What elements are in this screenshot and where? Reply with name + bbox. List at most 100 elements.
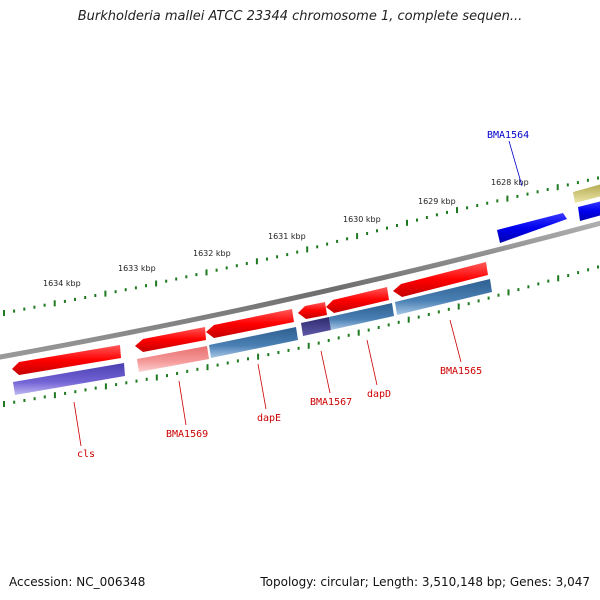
gene-dape[interactable]: [206, 309, 294, 338]
scale-labels: 1628 kbp 1629 kbp 1630 kbp 1631 kbp 1632…: [43, 178, 529, 288]
leader-bma1569: [178, 380, 187, 426]
cds-dapd[interactable]: [329, 303, 394, 330]
outer-ring-minor-tick: [23, 307, 26, 311]
leader-bma1565: [449, 319, 462, 363]
cds-bma1565[interactable]: [395, 279, 492, 315]
cds-bma1569[interactable]: [137, 346, 209, 372]
cds-features: [13, 279, 492, 395]
reverse-genes: [12, 262, 488, 375]
outer-ring-minor-tick: [84, 296, 87, 299]
label-dape[interactable]: dapE: [257, 413, 281, 424]
leader-bma1567: [320, 350, 331, 394]
inner-ring-minor-tick: [367, 328, 370, 332]
inner-ring-minor-tick: [497, 293, 500, 297]
inner-ring-minor-tick: [145, 377, 148, 381]
inner-ring-minor-tick: [437, 310, 440, 314]
outer-ring-minor-tick: [516, 194, 519, 198]
inner-ring-minor-tick: [467, 302, 470, 306]
outer-ring-minor-tick: [74, 297, 76, 301]
inner-ring-minor-tick: [23, 399, 26, 402]
gene-bma1569[interactable]: [135, 327, 206, 352]
outer-ring-major-tick: [3, 310, 5, 316]
label-leaders: [73, 140, 523, 447]
cds-bma1567[interactable]: [301, 317, 331, 336]
outer-ring-minor-tick: [597, 176, 599, 180]
forward-genes: [497, 184, 600, 243]
inner-ring-minor-tick: [377, 326, 380, 329]
inner-ring-minor-tick: [277, 351, 280, 354]
outer-ring-minor-tick: [225, 266, 228, 270]
outer-ring-major-tick: [155, 280, 158, 287]
outer-ring-minor-tick: [586, 178, 589, 182]
outer-ring-minor-tick: [486, 201, 489, 205]
outer-ring-minor-tick: [376, 229, 378, 233]
cds-cls[interactable]: [13, 363, 125, 395]
inner-ring-major-tick: [257, 353, 260, 360]
gene-bma1565[interactable]: [393, 262, 488, 297]
inner-ring-major-tick: [3, 401, 5, 407]
outer-ring-major-tick: [506, 195, 509, 202]
outer-ring-minor-tick: [114, 290, 117, 294]
cds-forward-offscreen[interactable]: [573, 184, 600, 203]
gene-bma1567[interactable]: [298, 302, 327, 319]
outer-ring-minor-tick: [185, 275, 188, 279]
outer-ring-minor-tick: [124, 288, 127, 292]
inner-ring-minor-tick: [527, 285, 530, 289]
outer-ring-major-tick: [255, 258, 258, 265]
outer-ring-minor-tick: [235, 264, 238, 268]
outer-ring-minor-tick: [416, 218, 418, 222]
label-bma1565[interactable]: BMA1565: [440, 366, 482, 377]
inner-ring-major-tick: [104, 383, 107, 390]
outer-ring-minor-tick: [94, 294, 97, 297]
gene-dapd[interactable]: [326, 287, 389, 313]
gene-bma1564[interactable]: [497, 213, 567, 243]
label-bma1567[interactable]: BMA1567: [310, 397, 352, 408]
outer-ring-minor-tick: [496, 199, 499, 203]
inner-ring-minor-tick: [84, 388, 87, 392]
label-bma1564[interactable]: BMA1564: [487, 130, 529, 141]
inner-tick-ring: [3, 265, 599, 407]
leader-dapd: [366, 339, 378, 386]
outer-ring-minor-tick: [425, 216, 428, 219]
topology-summary: Topology: circular; Length: 3,510,148 bp…: [260, 575, 590, 589]
label-dapd[interactable]: dapD: [367, 389, 391, 400]
outer-tick-ring: [3, 176, 599, 316]
inner-ring-minor-tick: [247, 357, 249, 361]
leader-dape: [257, 363, 267, 410]
outer-ring-minor-tick: [476, 204, 479, 207]
outer-ring-minor-tick: [466, 206, 469, 210]
outer-ring-minor-tick: [175, 277, 178, 281]
label-cls[interactable]: cls: [77, 449, 95, 460]
cds-dape[interactable]: [209, 327, 298, 358]
gene-forward-offscreen[interactable]: [578, 201, 600, 221]
scale-label-1632: 1632 kbp: [193, 249, 231, 258]
inner-ring-minor-tick: [64, 391, 67, 395]
outer-ring-major-tick: [356, 233, 359, 240]
outer-ring-minor-tick: [266, 257, 268, 261]
inner-ring-major-tick: [507, 289, 510, 296]
outer-ring-minor-tick: [286, 253, 289, 257]
outer-ring-minor-tick: [134, 286, 137, 290]
inner-ring-minor-tick: [43, 395, 46, 399]
outer-ring-minor-tick: [526, 192, 529, 196]
label-bma1569[interactable]: BMA1569: [166, 429, 208, 440]
inner-ring-minor-tick: [417, 315, 420, 319]
inner-ring-minor-tick: [347, 333, 350, 337]
inner-ring-minor-tick: [267, 353, 270, 357]
inner-ring-minor-tick: [447, 307, 450, 311]
outer-ring-minor-tick: [316, 245, 319, 249]
inner-ring-minor-tick: [387, 323, 390, 327]
inner-ring-minor-tick: [317, 341, 320, 345]
inner-ring-minor-tick: [74, 390, 77, 394]
inner-ring-minor-tick: [176, 372, 179, 375]
gene-cls[interactable]: [12, 345, 121, 375]
inner-ring-major-tick: [155, 374, 158, 381]
inner-ring-minor-tick: [537, 282, 540, 286]
outer-ring-minor-tick: [346, 237, 349, 241]
inner-ring-minor-tick: [517, 288, 520, 292]
inner-ring-minor-tick: [577, 271, 580, 275]
outer-ring-minor-tick: [63, 299, 66, 303]
inner-ring-minor-tick: [287, 348, 290, 352]
inner-ring-minor-tick: [297, 346, 300, 350]
